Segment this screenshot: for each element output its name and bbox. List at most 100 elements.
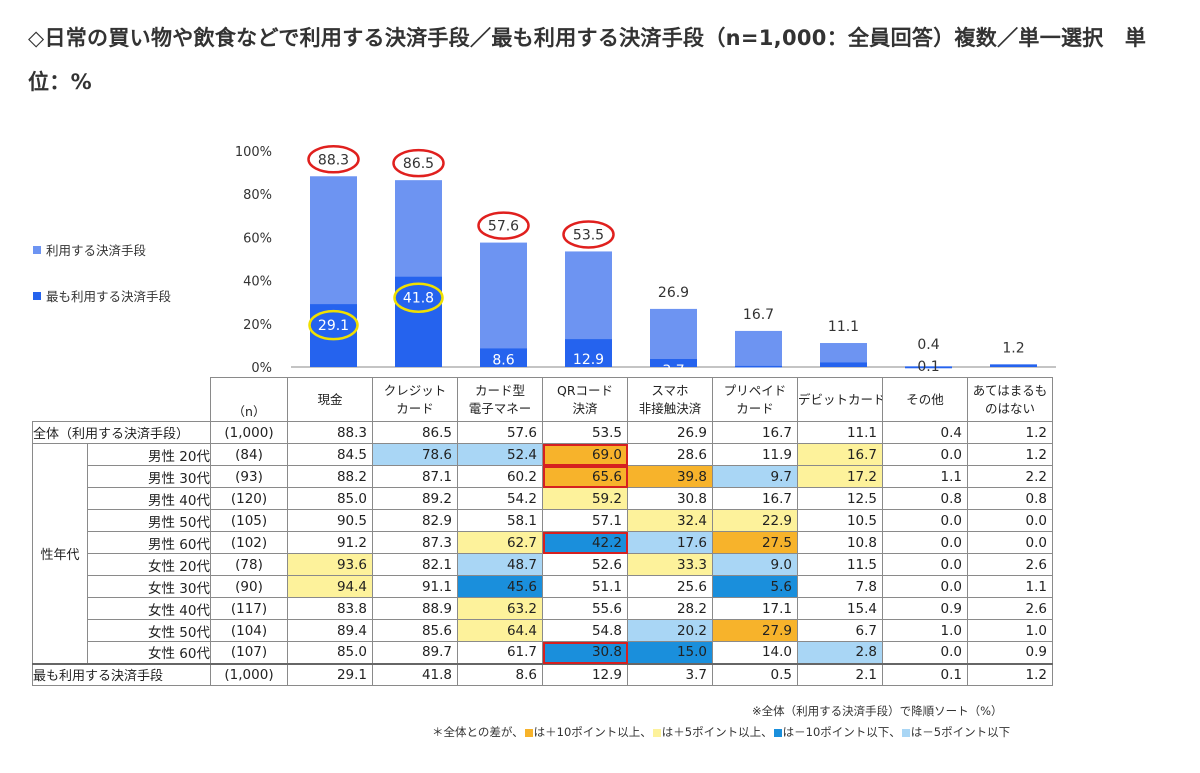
table-cell: 60.2 [457,465,543,488]
yellow-swatch [652,728,661,737]
orange-swatch [524,728,533,737]
row-n: (78) [210,553,288,576]
table-row: 男性 60代 (102) 91.2 87.3 62.7 42.2 17.6 27.5 10.8 0… [33,531,1053,554]
use-value-label: 0.4 [917,337,939,353]
table-cell: 11.9 [712,443,798,466]
most-value-label: 8.6 [492,352,514,368]
table-cell: 48.7 [457,553,543,576]
table-cell: 0.0 [882,575,968,598]
legend-blue-text: は－10ポイント以下、 [782,725,901,739]
row-label-most: 最も利用する決済手段 [32,662,211,686]
table-cell: 16.7 [712,421,798,444]
y-tick-label: 80% [243,188,272,203]
header-cell: デビットカード [797,377,883,422]
table-cell: 0.5 [712,662,798,686]
yellow-circle-0 [308,309,359,341]
table-cell: 33.3 [627,553,713,576]
table-cell: 11.5 [797,553,883,576]
table-cell: 0.1 [882,662,968,686]
table-cell: 89.4 [287,619,373,642]
table-cell: 17.1 [712,597,798,620]
table-cell: 0.0 [967,509,1053,532]
table-row: 性年代 男性 20代 (84) 84.5 78.6 52.4 69.0 28.6 11.9 16.… [32,443,1053,664]
most-value-label: 29.1 [318,318,349,334]
y-tick-label: 100% [235,145,272,160]
table-cell: 87.3 [372,531,458,554]
table-cell: 16.7 [797,443,883,466]
table-cell: 2.6 [967,553,1053,576]
header-cell: クレジット カード [372,377,458,422]
use-value-label: 11.1 [828,319,859,335]
table-cell: 61.7 [457,641,543,664]
y-tick-label: 20% [243,318,272,333]
table-cell: 93.6 [287,553,373,576]
table-cell: 28.2 [627,597,713,620]
row-label-segment: 女性 50代 [87,619,211,642]
table-cell: 39.8 [627,465,713,488]
bar-use-5 [735,330,782,367]
y-tick-label: 0% [251,361,272,376]
table-cell: 10.8 [797,531,883,554]
bar-most-1 [395,276,442,367]
row-n: (117) [210,597,288,620]
bar-use-4 [650,308,697,367]
header-cell: スマホ 非接触決済 [627,377,713,422]
table-row: 女性 40代 (117) 83.8 88.9 63.2 55.6 28.2 17.1 15.4 0… [33,597,1053,620]
most-value-label: 12.9 [573,352,604,368]
row-label-segment: 女性 30代 [87,575,211,598]
row-n: (120) [210,487,288,510]
yellow-circle-1 [393,282,444,313]
row-n: (107) [210,641,288,664]
sort-note: ※全体（利用する決済手段）で降順ソート（%） [752,704,1003,718]
table-cell: 1.0 [882,619,968,642]
table-row: 全体（利用する決済手段） (1,000) 88.3 86.5 57.6 53.5 26.9 1… [32,421,1053,444]
most-value-label: 0.1 [917,359,939,375]
table-row: 女性 50代 (104) 89.4 85.6 64.4 54.8 20.2 27.9 6.7 1.… [33,619,1053,642]
header-cell: その他 [882,377,968,422]
table-cell: 10.5 [797,509,883,532]
table-cell: 0.9 [882,597,968,620]
table-cell: 91.2 [287,531,373,554]
table-cell: 45.6 [457,575,543,598]
use-value-label: 86.5 [403,156,434,172]
bar-use-6 [820,343,867,367]
table-cell: 5.6 [712,575,798,598]
table-cell: 27.5 [712,531,798,554]
page-title: ◇日常の買い物や飲食などで利用する決済手段／最も利用する決済手段（n=1,000… [28,26,1147,94]
row-label-segment: 女性 40代 [87,597,211,620]
header-cell: QRコード 決済 [542,377,628,422]
row-label-all: 全体（利用する決済手段） [32,421,211,444]
table-cell: 12.9 [542,662,628,686]
table-cell: 64.4 [457,619,543,642]
red-circle-3 [562,220,615,249]
row-n: (84) [210,443,288,466]
table-cell: 88.2 [287,465,373,488]
use-value-label: 26.9 [658,285,689,301]
red-circle-1 [392,148,445,178]
table-cell: 88.9 [372,597,458,620]
row-n: (90) [210,575,288,598]
table-cell: 1.0 [967,619,1053,642]
table-cell: 0.8 [967,487,1053,510]
bar-most-7 [905,366,952,369]
most-value-label: 0.5 [747,370,769,380]
use-value-label: 16.7 [743,307,774,323]
table-cell: 65.6 [542,465,628,488]
legend-swatch-0 [33,246,41,254]
table-cell: 87.1 [372,465,458,488]
legend-label-0: 利用する決済手段 [46,243,146,258]
row-n: (93) [210,465,288,488]
table-cell: 29.1 [287,662,373,686]
table-cell: 17.2 [797,465,883,488]
table-cell: 30.8 [542,641,628,664]
row-label-segment: 女性 60代 [87,641,211,664]
table-row: 男性 30代 (93) 88.2 87.1 60.2 65.6 39.8 9.7 17.2 1.1… [33,465,1053,488]
color-legend-note: ＊全体との差が、 は＋10ポイント以上、 は＋5ポイント以上、 は－10ポイント以下、… [432,724,1010,740]
table-cell: 91.1 [372,575,458,598]
row-n: (102) [210,531,288,554]
table-row: 女性 60代 (107) 85.0 89.7 61.7 30.8 15.0 14.0 2.8 0.… [33,641,1053,664]
table-cell: 15.0 [627,641,713,664]
bar-most-3 [565,339,612,367]
table-cell: 0.8 [882,487,968,510]
table-cell: 1.1 [967,575,1053,598]
